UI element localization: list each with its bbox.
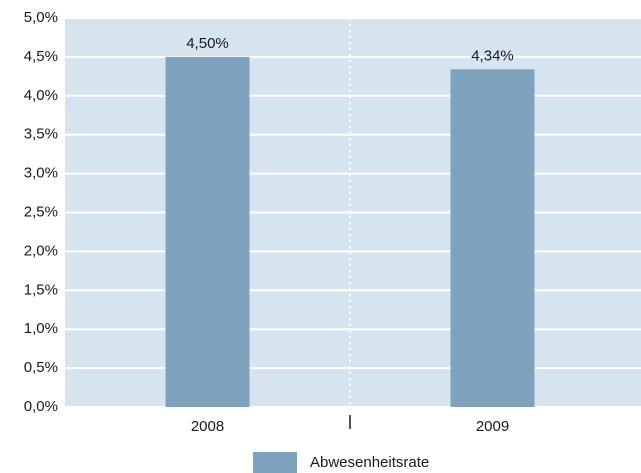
y-tick-label: 3,5%	[24, 126, 58, 143]
y-tick-label: 2,5%	[24, 203, 58, 220]
bar	[450, 69, 535, 408]
data-label: 4,50%	[186, 35, 229, 52]
legend-label: Abwesenheitsrate	[310, 454, 429, 471]
y-tick-label: 1,5%	[24, 281, 58, 298]
legend-swatch	[253, 452, 297, 473]
x-tick-label: 2008	[191, 418, 224, 435]
y-tick-label: 0,5%	[24, 359, 58, 376]
x-tick-label: 2009	[476, 418, 509, 435]
y-tick-label: 3,0%	[24, 165, 58, 182]
y-tick-label: 4,5%	[24, 48, 58, 65]
y-tick-label: 2,0%	[24, 242, 58, 259]
y-tick-label: 1,0%	[24, 320, 58, 337]
y-tick-label: 4,0%	[24, 87, 58, 104]
data-label: 4,34%	[471, 47, 514, 64]
y-tick-label: 5,0%	[24, 9, 58, 26]
bar	[165, 56, 250, 408]
y-tick-label: 0,0%	[24, 398, 58, 415]
